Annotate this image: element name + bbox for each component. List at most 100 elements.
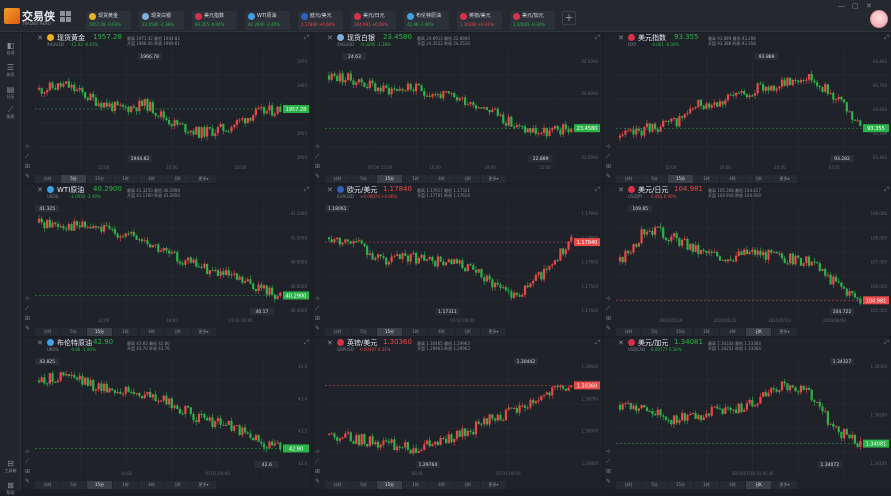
timeframe-button[interactable]: 5分 — [351, 328, 377, 336]
candlestick-chart[interactable]: 1.30400 1.30200 1.30000 1.29800 16:00 07/31 0… — [325, 356, 600, 477]
expand-icon[interactable]: ⤢ — [595, 339, 600, 346]
timeframe-button[interactable]: 1时 — [403, 175, 429, 183]
timeframe-button[interactable]: 4时 — [429, 328, 455, 336]
drawing-tool-icon[interactable]: ✎ — [25, 173, 31, 180]
timeframe-button[interactable]: 分时 — [616, 481, 642, 489]
timeframe-button[interactable]: 分时 — [616, 328, 642, 336]
chart-panel[interactable]: ⊹ ⟋ ⊞ ✎ ✕ 美元/加元 1.34081 USDCAD 0.00777 0.58% 最高 1… — [604, 338, 891, 489]
drawing-tool-icon[interactable]: ✎ — [25, 478, 31, 485]
timeframe-button[interactable]: 4时 — [429, 175, 455, 183]
timeframe-button[interactable]: 分时 — [35, 481, 61, 489]
drawing-tool-icon[interactable]: ✎ — [25, 325, 31, 332]
drawing-tool-icon[interactable]: ✎ — [315, 478, 321, 485]
timeframe-button[interactable]: 15分 — [87, 328, 113, 336]
timeframe-button[interactable]: 15分 — [668, 328, 694, 336]
timeframe-button[interactable]: 5分 — [61, 481, 87, 489]
timeframe-button[interactable]: 15分 — [377, 328, 403, 336]
timeframe-button[interactable]: 分时 — [616, 175, 642, 183]
expand-icon[interactable]: ⤢ — [595, 34, 600, 41]
instrument-name[interactable]: 现货白银 — [347, 34, 375, 42]
instrument-name[interactable]: 欧元/美元 — [347, 186, 378, 194]
timeframe-button[interactable]: 日K — [455, 175, 481, 183]
quote-tab[interactable]: 美元/加元 1.34081 -0.34% — [510, 11, 555, 30]
close-panel-icon[interactable]: ✕ — [618, 186, 624, 194]
timeframe-button[interactable]: 更多▾ — [772, 175, 798, 183]
chart-panel[interactable]: ⊹ ⟋ ⊞ ✎ ✕ 美元/日元 104.981 USDJPY 0.063 0.06% 最高 105… — [604, 185, 891, 336]
timeframe-button[interactable]: 5分 — [351, 175, 377, 183]
expand-icon[interactable]: ⤢ — [304, 339, 309, 346]
instrument-name[interactable]: 美元/日元 — [638, 186, 669, 194]
timeframe-button[interactable]: 15分 — [87, 175, 113, 183]
timeframe-button[interactable]: 4时 — [429, 481, 455, 489]
quote-tab[interactable]: 美元/日元 104.981 +0.06% — [351, 11, 396, 30]
expand-icon[interactable]: ⤢ — [595, 186, 600, 193]
drawing-tool-icon[interactable]: ✎ — [315, 325, 321, 332]
drawing-tool-icon[interactable]: ⊹ — [606, 295, 612, 302]
maximize-icon[interactable]: ▢ — [852, 2, 859, 10]
quote-tab[interactable]: 现货白银 23.4580 -1.38% — [139, 11, 184, 30]
timeframe-button[interactable]: 1时 — [694, 481, 720, 489]
chart-panel[interactable]: ⊹ ⟋ ⊞ ✎ ✕ WTI原油 40.2900 USOIL -1.0050 -2.40% 最高 4… — [23, 185, 311, 336]
candlestick-chart[interactable]: 1970196519601955195012:0016:0020:001957.… — [35, 51, 309, 171]
timeframe-button[interactable]: 15分 — [668, 175, 694, 183]
timeframe-button[interactable]: 日K — [455, 481, 481, 489]
timeframe-button[interactable]: 5分 — [642, 175, 668, 183]
timeframe-button[interactable]: 更多▾ — [772, 481, 798, 489]
timeframe-button[interactable]: 日K — [455, 328, 481, 336]
timeframe-button[interactable]: 15分 — [668, 481, 694, 489]
drawing-tool-icon[interactable]: ⊹ — [315, 448, 321, 455]
quote-tab[interactable]: 欧元/美元 1.17840 +0.00% — [298, 11, 343, 30]
timeframe-button[interactable]: 更多▾ — [481, 328, 507, 336]
expand-icon[interactable]: ⤢ — [884, 339, 889, 346]
timeframe-button[interactable]: 分时 — [325, 175, 351, 183]
timeframe-button[interactable]: 更多▾ — [772, 328, 798, 336]
drawing-tool-icon[interactable]: ⊞ — [25, 468, 31, 475]
instrument-name[interactable]: 英镑/美元 — [347, 339, 378, 347]
drawing-tool-icon[interactable]: ✎ — [606, 173, 612, 180]
timeframe-button[interactable]: 更多▾ — [481, 175, 507, 183]
drawing-tool-icon[interactable]: ⟋ — [315, 458, 320, 465]
timeframe-button[interactable]: 5分 — [642, 328, 668, 336]
expand-icon[interactable]: ⤢ — [884, 34, 889, 41]
drawing-tool-icon[interactable]: ⟋ — [606, 458, 611, 465]
timeframe-button[interactable]: 日K — [165, 175, 191, 183]
close-panel-icon[interactable]: ✕ — [37, 186, 43, 194]
timeframe-button[interactable]: 1时 — [113, 175, 139, 183]
timeframe-button[interactable]: 更多▾ — [191, 175, 217, 183]
quote-tab[interactable]: 美元指数 93.355 -0.06% — [192, 11, 237, 30]
drawing-tool-icon[interactable]: ✎ — [315, 173, 321, 180]
drawing-tool-icon[interactable]: ⊹ — [25, 143, 31, 150]
instrument-name[interactable]: WTI原油 — [57, 186, 85, 194]
chart-panel[interactable]: ⊹ ⟋ ⊞ ✎ ✕ 现货黄金 1957.28 XAUUSD -12.42 -0.63% 最高 19… — [23, 33, 311, 183]
drawing-tool-icon[interactable]: ⊹ — [606, 448, 612, 455]
sidebar-item[interactable]: ⟋ 图表 — [2, 105, 19, 120]
timeframe-button[interactable]: 5分 — [61, 175, 87, 183]
drawing-tool-icon[interactable]: ⊹ — [315, 143, 321, 150]
candlestick-chart[interactable]: 1.34300 1.34200 1.34100 2020/07/30 21:05 四 1… — [616, 356, 889, 477]
chart-panel[interactable]: ⊹ ⟋ ⊞ ✎ ✕ 欧元/美元 1.17840 EURUSD +0.00074 +0.06% 最高… — [313, 185, 602, 336]
timeframe-button[interactable]: 4时 — [139, 481, 165, 489]
timeframe-button[interactable]: 更多▾ — [191, 481, 217, 489]
grid-layout-icon[interactable] — [60, 11, 71, 22]
chart-panel[interactable]: ⊹ ⟋ ⊞ ✎ ✕ 英镑/美元 1.30360 GBPUSD 0.00397 0.31% 最高 1… — [313, 338, 602, 489]
candlestick-chart[interactable]: 109.000 108.000 107.000 106.000 105.000 2020/… — [616, 203, 889, 324]
drawing-tool-icon[interactable]: ✎ — [606, 325, 612, 332]
instrument-name[interactable]: 美元/加元 — [638, 339, 669, 347]
candlestick-chart[interactable]: 1.17900 1.17800 1.17600 1.17500 1.17400 07/31… — [325, 203, 600, 324]
drawing-tool-icon[interactable]: ⟋ — [315, 153, 320, 160]
timeframe-button[interactable]: 15分 — [87, 481, 113, 489]
instrument-name[interactable]: 布伦特原油 — [57, 339, 92, 347]
quote-tab[interactable]: 布伦特原油 42.90 -1.90% — [404, 11, 449, 30]
close-panel-icon[interactable]: ✕ — [618, 34, 624, 42]
chart-panel[interactable]: ⊹ ⟋ ⊞ ✎ ✕ 布伦特原油 42.90 UKOIL -0.86 -1.90% 最高 43.83… — [23, 338, 311, 489]
timeframe-button[interactable]: 日K — [165, 328, 191, 336]
timeframe-button[interactable]: 4时 — [720, 175, 746, 183]
expand-icon[interactable]: ⤢ — [884, 186, 889, 193]
drawing-tool-icon[interactable]: ⟋ — [25, 153, 30, 160]
drawing-tool-icon[interactable]: ⟋ — [25, 305, 30, 312]
timeframe-button[interactable]: 分时 — [35, 175, 61, 183]
expand-icon[interactable]: ⤢ — [304, 34, 309, 41]
drawing-tool-icon[interactable]: ⊞ — [315, 315, 321, 322]
drawing-tool-icon[interactable]: ⟋ — [315, 305, 320, 312]
